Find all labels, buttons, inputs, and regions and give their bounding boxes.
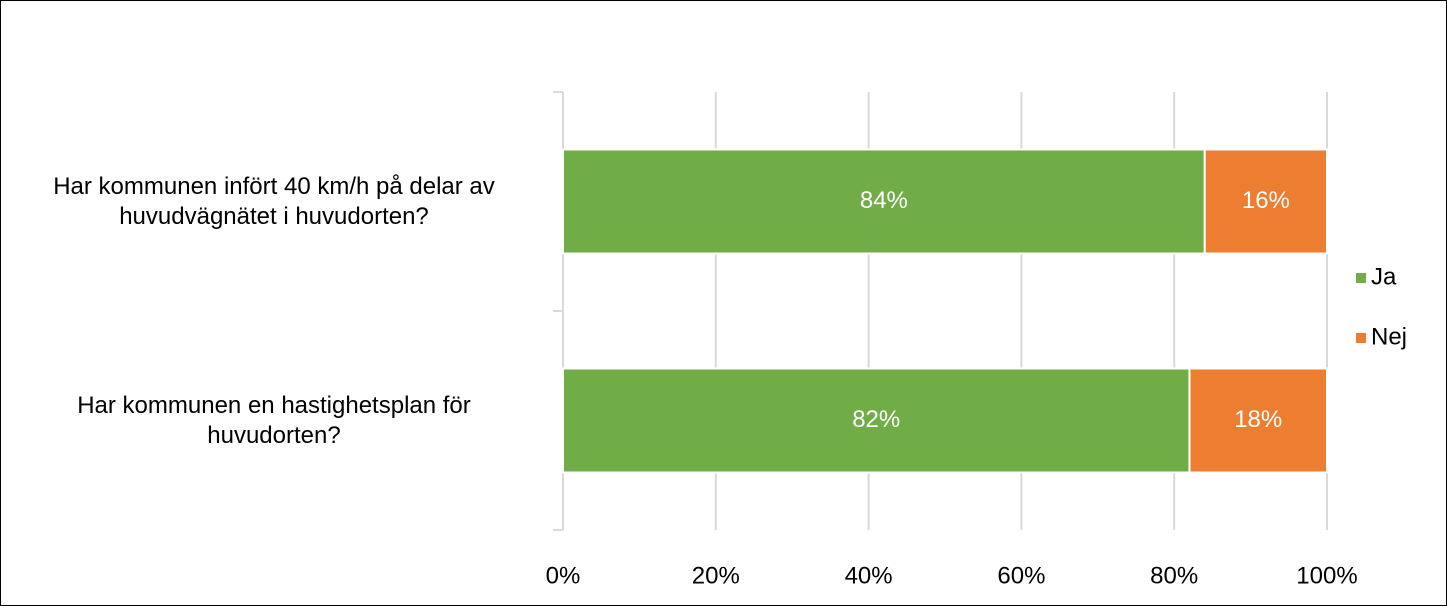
bar — [562, 148, 1206, 255]
x-tick-label: 100% — [1296, 562, 1357, 589]
x-tick-label: 20% — [692, 562, 740, 589]
x-tick-label: 80% — [1150, 562, 1198, 589]
x-tick-label: 0% — [546, 562, 581, 589]
x-tick-label: 40% — [845, 562, 893, 589]
x-tick-label: 60% — [997, 562, 1045, 589]
y-tick-label: Har kommunen en hastighetsplan för huvud… — [77, 391, 471, 449]
legend-swatch — [1356, 333, 1366, 343]
y-tick-label: Har kommunen infört 40 km/h på delar av … — [53, 172, 495, 230]
legend-label: Nej — [1371, 323, 1407, 350]
bar — [1203, 148, 1329, 255]
data-label: 16% — [1242, 187, 1290, 214]
legend-label: Ja — [1371, 263, 1397, 290]
data-label: 82% — [852, 406, 900, 433]
data-label: 18% — [1234, 406, 1282, 433]
legend-swatch — [1356, 273, 1366, 283]
data-label: 84% — [860, 187, 908, 214]
bar — [1188, 367, 1328, 474]
